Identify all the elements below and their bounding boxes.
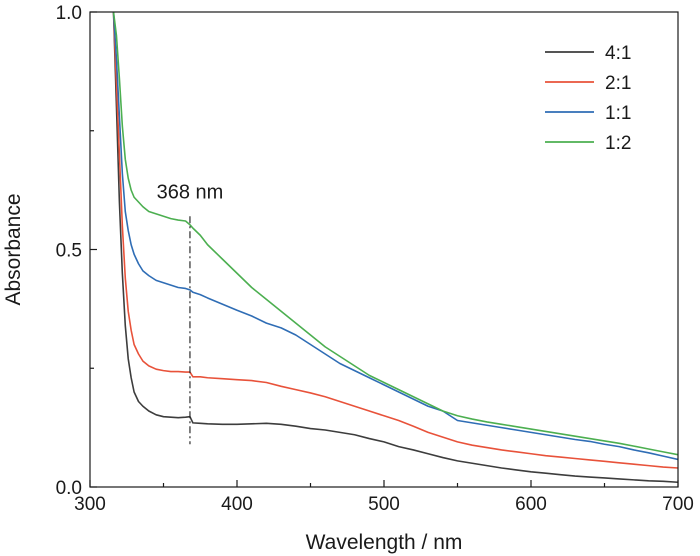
- y-tick-label: 0.5: [56, 241, 82, 262]
- y-tick-label: 1.0: [56, 3, 82, 24]
- legend: 4:1 2:1 1:1 1:2: [545, 43, 631, 154]
- x-tick-label: 600: [515, 494, 547, 515]
- x-tick-label: 400: [221, 494, 253, 515]
- plot-layer: [112, 12, 678, 484]
- series-line-1: [112, 12, 678, 484]
- legend-label: 1:1: [605, 103, 631, 124]
- annotation-368nm: 368 nm: [157, 181, 224, 445]
- x-tick-label: 300: [74, 494, 106, 515]
- series-line-2: [112, 12, 678, 469]
- y-tick-label: 0.0: [56, 478, 82, 499]
- legend-label: 1:2: [605, 133, 631, 154]
- legend-label: 2:1: [605, 73, 631, 94]
- x-axis-title: Wavelength / nm: [306, 531, 463, 554]
- legend-label: 4:1: [605, 43, 631, 64]
- x-tick-label: 500: [368, 494, 400, 515]
- y-axis-title: Absorbance: [2, 193, 25, 305]
- series-line-4: [112, 12, 678, 456]
- series-line-3: [112, 12, 678, 461]
- annotation-label: 368 nm: [157, 181, 224, 203]
- ticks-layer: 300 400 500 600 700 0.0 0.5 1.0: [56, 3, 694, 515]
- x-tick-label: 700: [662, 494, 694, 515]
